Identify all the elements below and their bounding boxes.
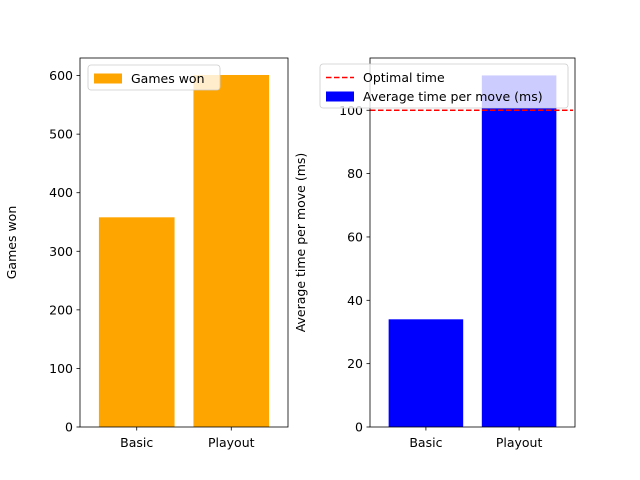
axes-frame xyxy=(79,57,289,428)
axes-frame xyxy=(369,57,576,428)
legend-patch-swatch xyxy=(94,73,122,84)
y-tick-label: 200 xyxy=(49,302,73,317)
games-won-chart: 0 100 200 300 400 500 600 Basic Playout Games won… xyxy=(4,57,289,450)
bar-basic xyxy=(388,319,464,427)
y-tick-label: 300 xyxy=(49,244,73,259)
y-tick-label: 400 xyxy=(49,185,73,200)
legend-label: Average time per move (ms) xyxy=(363,89,543,104)
y-tick-label: 40 xyxy=(347,293,363,308)
bar-playout xyxy=(193,74,270,428)
y-tick-label: 500 xyxy=(49,127,73,142)
legend-box xyxy=(87,64,221,91)
legend-label: Games won xyxy=(131,71,205,86)
legend-label: Optimal time xyxy=(363,70,445,85)
y-tick-label: 80 xyxy=(347,166,363,181)
legend-box xyxy=(319,63,569,109)
y-tick-label: 20 xyxy=(347,356,363,371)
bar-playout xyxy=(481,75,557,428)
y-tick-label: 0 xyxy=(65,420,73,435)
y-tick-label: 100 xyxy=(49,361,73,376)
y-tick-label: 60 xyxy=(347,229,363,244)
y-tick-label: 600 xyxy=(49,68,73,83)
y-tick-label: 0 xyxy=(355,420,363,435)
x-tick-label: Playout xyxy=(208,435,255,450)
legend-patch-swatch xyxy=(326,91,354,102)
bar-basic xyxy=(98,217,175,427)
x-tick-label: Playout xyxy=(496,435,543,450)
y-axis-label: Games won xyxy=(4,206,19,280)
x-tick-label: Basic xyxy=(120,435,153,450)
y-axis-label: Average time per move (ms) xyxy=(293,153,308,333)
x-tick-label: Basic xyxy=(409,435,442,450)
